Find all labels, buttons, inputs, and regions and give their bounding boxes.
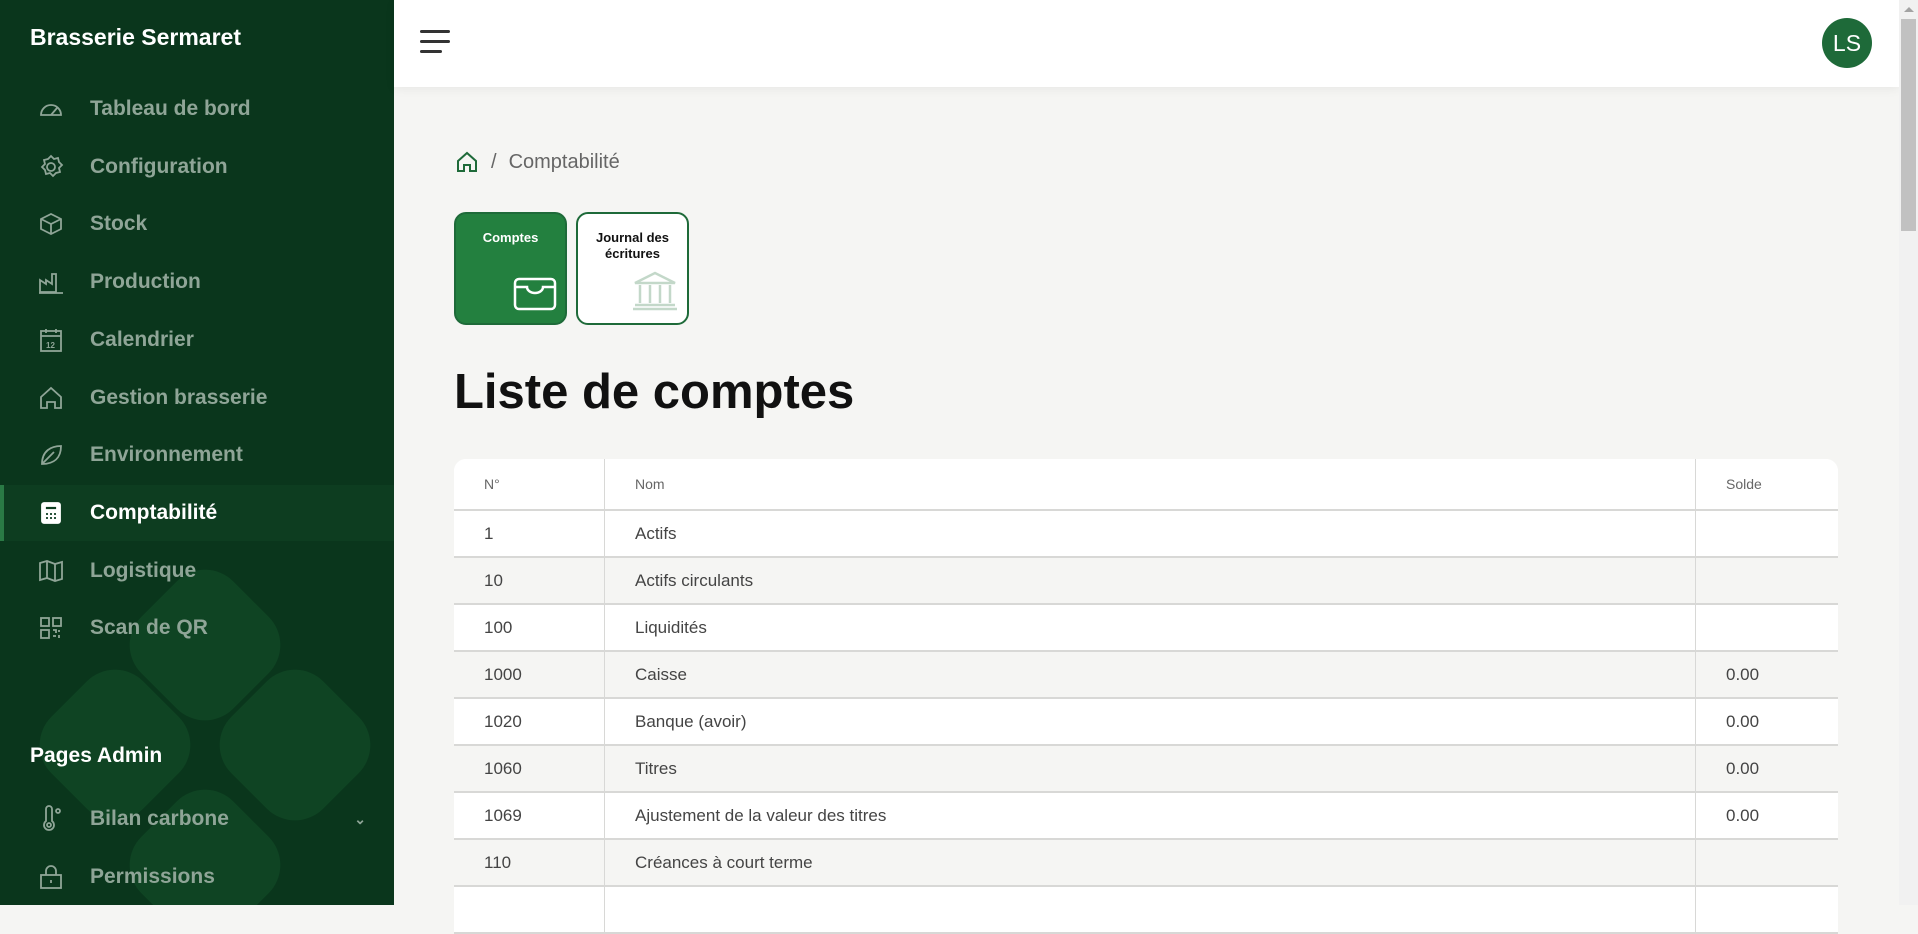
account-balance [1696, 605, 1838, 650]
gauge-icon [36, 94, 66, 124]
account-number: 1060 [454, 746, 605, 791]
header-number[interactable]: N° [454, 459, 605, 509]
table-row[interactable]: 1060 Titres 0.00 [454, 746, 1838, 793]
leaf-icon [36, 440, 66, 470]
sidebar-item-calendrier[interactable]: 12 Calendrier [0, 312, 394, 368]
map-icon [36, 556, 66, 586]
sidebar-item-label: Comptabilité [90, 500, 218, 524]
avatar[interactable]: LS [1822, 18, 1872, 68]
sidebar-item-production[interactable]: Production [0, 254, 394, 310]
account-name: Créances à court terme [605, 840, 1696, 885]
account-number: 100 [454, 605, 605, 650]
box-icon [36, 209, 66, 239]
wallet-icon [513, 277, 557, 311]
sidebar: Brasserie Sermaret Tableau de bord Config… [0, 0, 394, 905]
table-row[interactable]: 110 Créances à court terme [454, 840, 1838, 887]
home-icon [36, 383, 66, 413]
account-balance [1696, 511, 1838, 556]
menu-toggle-icon[interactable] [420, 30, 450, 54]
sidebar-item-label: Configuration [90, 154, 228, 178]
header-name[interactable]: Nom [605, 459, 1696, 509]
table-row[interactable]: 10 Actifs circulants [454, 558, 1838, 605]
account-number: 1020 [454, 699, 605, 744]
account-name: Actifs [605, 511, 1696, 556]
account-balance [1696, 558, 1838, 603]
card-comptes[interactable]: Comptes [454, 212, 567, 325]
scrollbar[interactable] [1899, 0, 1918, 905]
bank-icon [633, 271, 677, 311]
sidebar-item-logistique[interactable]: Logistique [0, 543, 394, 599]
table-row[interactable]: 1020 Banque (avoir) 0.00 [454, 699, 1838, 746]
svg-text:12: 12 [46, 341, 55, 350]
sidebar-item-stock[interactable]: Stock [0, 196, 394, 252]
sidebar-item-label: Tableau de bord [90, 97, 251, 120]
sidebar-item-label: Permissions [90, 865, 215, 888]
sidebar-item-environnement[interactable]: Environnement [0, 427, 394, 483]
lock-icon [36, 862, 66, 892]
calculator-icon [36, 498, 66, 528]
account-balance [1696, 887, 1838, 932]
sidebar-item-label: Gestion brasserie [90, 385, 268, 409]
table-row[interactable] [454, 887, 1838, 934]
thermometer-icon [36, 804, 66, 834]
sidebar-item-configuration[interactable]: Configuration [0, 139, 394, 195]
card-label: Journal des écritures [596, 230, 669, 261]
account-number: 1000 [454, 652, 605, 697]
breadcrumb-current: Comptabilité [508, 150, 620, 173]
account-name: Caisse [605, 652, 1696, 697]
admin-section-title: Pages Admin [30, 744, 163, 767]
brand-name: Brasserie Sermaret [30, 24, 241, 50]
sidebar-item-scan-de-qr[interactable]: Scan de QR [0, 600, 394, 656]
header-balance[interactable]: Solde [1726, 476, 1762, 492]
calendar-icon: 12 [36, 325, 66, 355]
top-bar: LS [394, 0, 1899, 87]
table-row[interactable]: 1 Actifs [454, 511, 1838, 558]
account-number: 110 [454, 840, 605, 885]
scroll-up-icon[interactable] [1904, 7, 1914, 12]
table-row[interactable]: 100 Liquidités [454, 605, 1838, 652]
breadcrumb: / Comptabilité [455, 150, 620, 174]
card-journal[interactable]: Journal des écritures [576, 212, 689, 325]
breadcrumb-separator: / [491, 150, 497, 173]
sidebar-item-label: Scan de QR [90, 616, 208, 640]
sidebar-item-label: Environnement [90, 443, 243, 467]
sidebar-item-comptabilite[interactable]: Comptabilité [0, 484, 394, 541]
sidebar-item-permissions[interactable]: Permissions [0, 849, 394, 905]
sidebar-item-gestion-brasserie[interactable]: Gestion brasserie [0, 370, 394, 426]
sidebar-item-label: Calendrier [90, 327, 194, 351]
account-name: Banque (avoir) [605, 699, 1696, 744]
account-name: Liquidités [605, 605, 1696, 650]
sidebar-item-label: Stock [90, 212, 148, 236]
chevron-down-icon[interactable]: ⌄ [354, 810, 366, 827]
sidebar-item-tableau-de-bord[interactable]: Tableau de bord [0, 81, 394, 137]
account-number: 10 [454, 558, 605, 603]
sidebar-item-bilan-carbone[interactable]: Bilan carbone ⌄ [0, 791, 394, 847]
account-name: Ajustement de la valeur des titres [605, 793, 1696, 838]
factory-icon [36, 267, 66, 297]
table-row[interactable]: 1000 Caisse 0.00 [454, 652, 1838, 699]
home-icon[interactable] [455, 150, 479, 174]
account-number: 1069 [454, 793, 605, 838]
account-number: 1 [454, 511, 605, 556]
gear-icon [36, 152, 66, 182]
table-header: N° Nom Solde [454, 459, 1838, 511]
account-balance: 0.00 [1726, 805, 1760, 825]
qr-icon [36, 613, 66, 643]
scrollbar-thumb[interactable] [1901, 19, 1916, 231]
account-name [605, 887, 1696, 932]
sidebar-item-label: Logistique [90, 558, 197, 582]
page-title: Liste de comptes [454, 365, 855, 419]
account-number [454, 887, 605, 932]
account-name: Titres [605, 746, 1696, 791]
account-balance [1696, 840, 1838, 885]
table-row[interactable]: 1069 Ajustement de la valeur des titres 0.… [454, 793, 1838, 840]
account-balance: 0.00 [1726, 758, 1760, 778]
account-balance: 0.00 [1726, 664, 1760, 684]
accounts-table: N° Nom Solde 1 Actifs 10 Actifs circulants 1… [454, 459, 1838, 934]
sidebar-item-label: Bilan carbone [90, 807, 229, 830]
account-name: Actifs circulants [605, 558, 1696, 603]
sidebar-item-label: Production [90, 270, 201, 294]
card-label: Comptes [482, 230, 539, 245]
account-balance: 0.00 [1726, 711, 1760, 731]
